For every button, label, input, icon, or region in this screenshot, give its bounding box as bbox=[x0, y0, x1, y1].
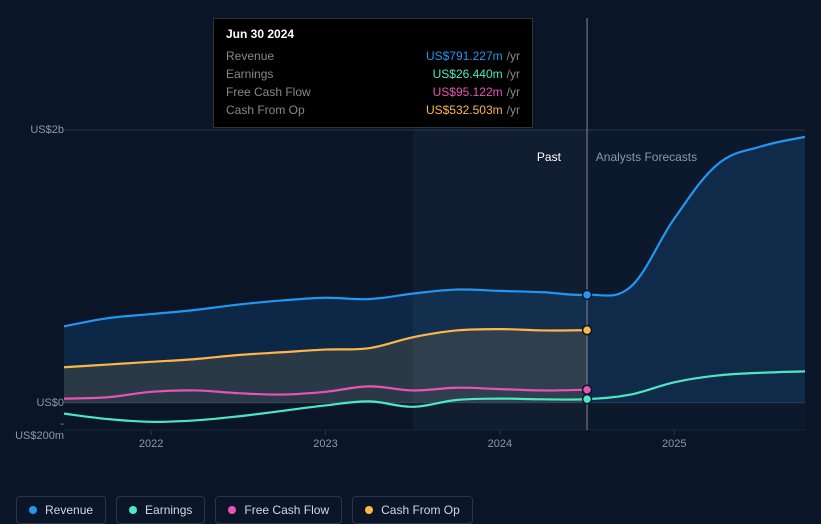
tooltip-metric-label: Earnings bbox=[226, 67, 273, 81]
tooltip-metric-label: Cash From Op bbox=[226, 103, 305, 117]
tooltip-row: Free Cash Flow US$95.122m/yr bbox=[226, 83, 520, 101]
legend-item-free-cash-flow[interactable]: Free Cash Flow bbox=[215, 496, 342, 524]
legend-item-earnings[interactable]: Earnings bbox=[116, 496, 205, 524]
legend-label: Free Cash Flow bbox=[244, 503, 329, 517]
x-axis-label: 2022 bbox=[139, 438, 163, 450]
x-axis-label: 2023 bbox=[313, 438, 337, 450]
chart-legend: Revenue Earnings Free Cash Flow Cash From O… bbox=[16, 496, 473, 524]
tooltip-row: Revenue US$791.227m/yr bbox=[226, 47, 520, 65]
legend-dot-icon bbox=[228, 506, 236, 514]
tooltip-metric-value: US$532.503m/yr bbox=[426, 103, 520, 117]
chart-tooltip: Jun 30 2024 Revenue US$791.227m/yr Earning… bbox=[213, 18, 533, 128]
legend-label: Earnings bbox=[145, 503, 192, 517]
tooltip-metric-label: Revenue bbox=[226, 49, 274, 63]
legend-label: Cash From Op bbox=[381, 503, 460, 517]
legend-label: Revenue bbox=[45, 503, 93, 517]
legend-item-revenue[interactable]: Revenue bbox=[16, 496, 106, 524]
x-axis-label: 2025 bbox=[662, 438, 686, 450]
legend-item-cash-from-op[interactable]: Cash From Op bbox=[352, 496, 473, 524]
y-axis-label: US$0 bbox=[36, 397, 64, 409]
tooltip-metric-value: US$95.122m/yr bbox=[433, 85, 520, 99]
y-axis-label: -US$200m bbox=[15, 418, 64, 442]
legend-dot-icon bbox=[129, 506, 137, 514]
forecast-label: Analysts Forecasts bbox=[596, 150, 697, 164]
legend-dot-icon bbox=[29, 506, 37, 514]
tooltip-metric-label: Free Cash Flow bbox=[226, 85, 311, 99]
legend-dot-icon bbox=[365, 506, 373, 514]
tooltip-metric-value: US$26.440m/yr bbox=[433, 67, 520, 81]
y-axis-label: US$2b bbox=[30, 124, 64, 136]
tooltip-metric-value: US$791.227m/yr bbox=[426, 49, 520, 63]
tooltip-row: Earnings US$26.440m/yr bbox=[226, 65, 520, 83]
tooltip-date: Jun 30 2024 bbox=[226, 27, 520, 41]
tooltip-row: Cash From Op US$532.503m/yr bbox=[226, 101, 520, 119]
past-label: Past bbox=[537, 150, 561, 164]
x-axis-label: 2024 bbox=[488, 438, 512, 450]
